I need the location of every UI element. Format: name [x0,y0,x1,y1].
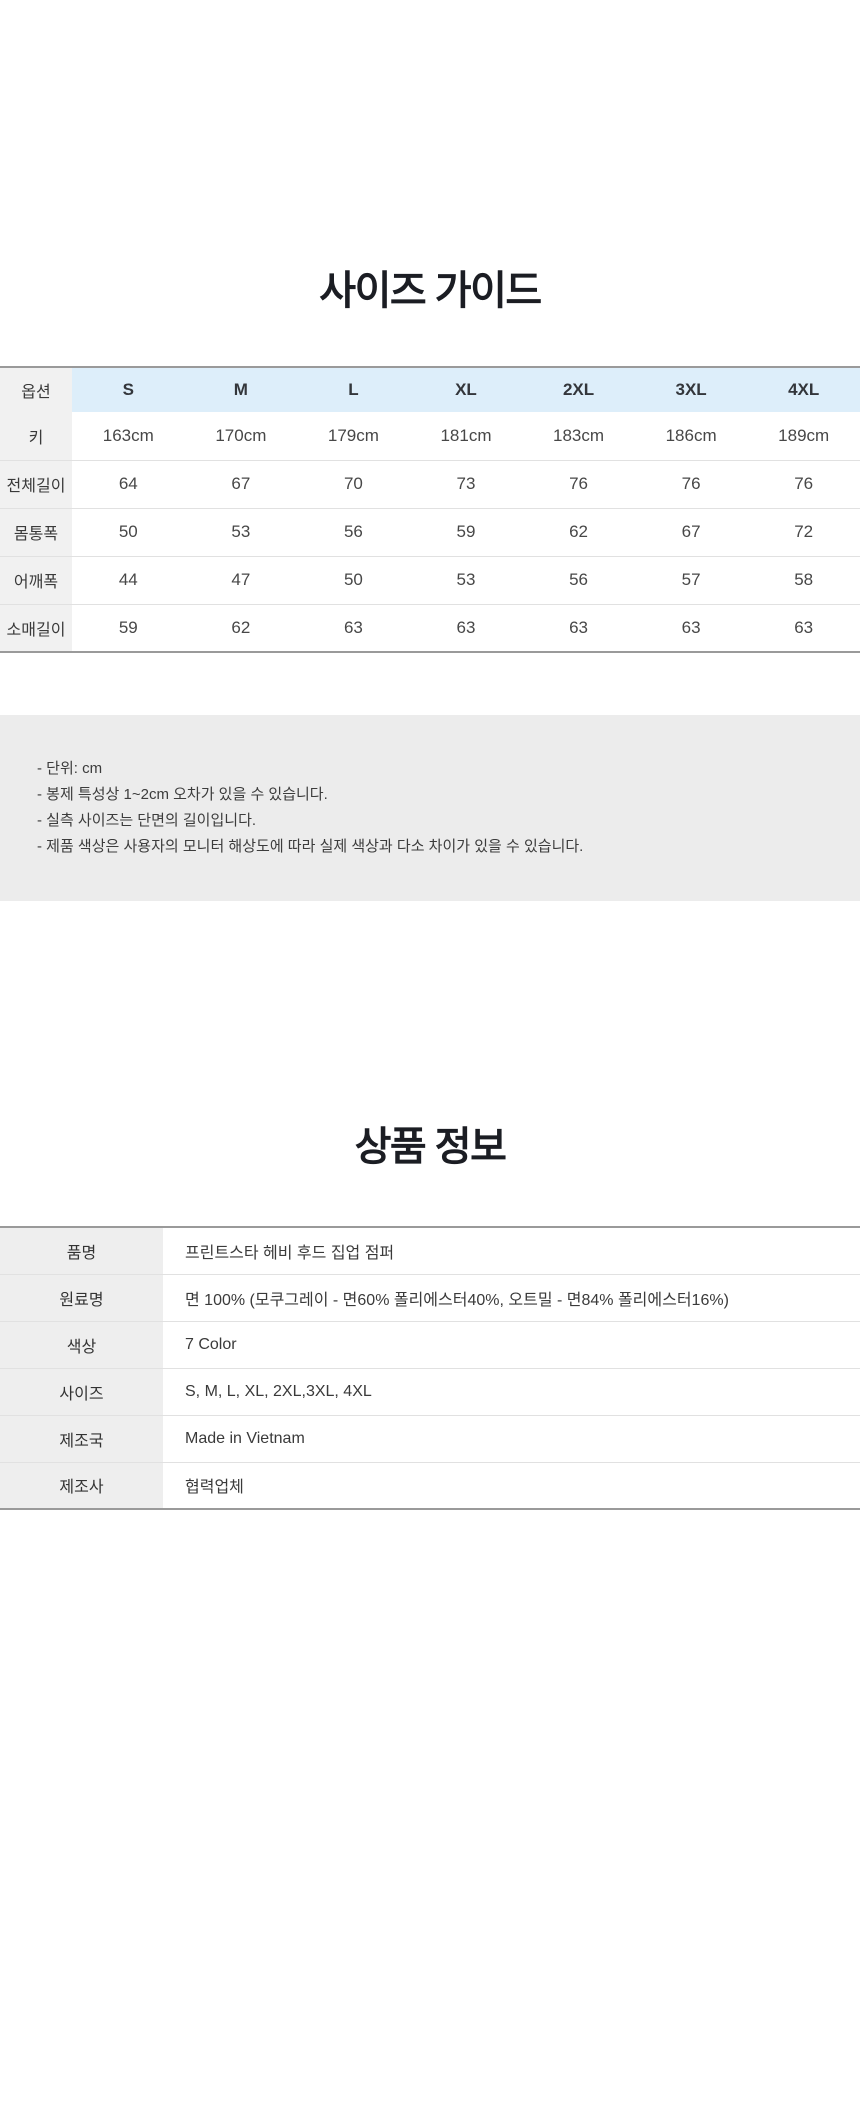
size-guide-note-line: - 봉제 특성상 1~2cm 오차가 있을 수 있습니다. [37,786,328,803]
size-value-cell: 62 [522,508,635,556]
size-table-row: 몸통폭 50 53 56 59 62 67 72 [0,508,860,556]
size-row-label-cell: 몸통폭 [0,508,72,556]
product-info-table: 품명 프린트스타 헤비 후드 집업 점퍼 원료명 면 100% (모쿠그레이 - 면6… [0,1226,860,1510]
size-guide-note-line: - 제품 색상은 사용자의 모니터 해상도에 따라 실제 색상과 다소 차이가 … [37,838,584,855]
size-guide-note-line: - 실측 사이즈는 단면의 길이입니다. [37,812,257,829]
product-info-row: 제조사 협력업체 [0,1462,860,1509]
product-info-value-cell: Made in Vietnam [163,1415,860,1462]
size-table-row: 키 163cm 170cm 179cm 181cm 183cm 186cm 189cm [0,412,860,460]
size-value-cell: 56 [522,556,635,604]
size-row-label-cell: 어깨폭 [0,556,72,604]
size-value-cell: 76 [747,460,860,508]
product-info-row: 품명 프린트스타 헤비 후드 집업 점퍼 [0,1227,860,1274]
size-value-cell: 63 [297,604,410,652]
size-value-cell: 181cm [409,412,523,460]
info-table-body: 품명 프린트스타 헤비 후드 집업 점퍼 원료명 면 100% (모쿠그레이 - 면6… [0,1227,860,1509]
product-info-row: 제조국 Made in Vietnam [0,1415,860,1462]
size-header-cell: S [122,380,134,399]
size-value-cell: 63 [634,604,748,652]
product-info-label-cell: 제조사 [0,1462,163,1509]
size-value-cell: 163cm [72,412,185,460]
product-info-row: 색상 7 Color [0,1321,860,1368]
size-value-cell: 179cm [297,412,410,460]
size-value-cell: 62 [184,604,298,652]
size-value-cell: 58 [747,556,860,604]
size-row-label-cell: 소매길이 [0,604,72,652]
size-value-cell: 53 [409,556,523,604]
size-value-cell: 44 [72,556,185,604]
size-guide-title: 사이즈 가이드 [319,269,542,313]
size-guide-note-line: - 단위: cm [37,760,103,777]
size-value-cell: 70 [297,460,410,508]
product-info-value-cell: S, M, L, XL, 2XL,3XL, 4XL [163,1368,860,1415]
size-value-cell: 53 [184,508,298,556]
product-info-label-cell: 제조국 [0,1415,163,1462]
size-value-cell: 73 [409,460,523,508]
size-value-cell: 76 [634,460,748,508]
size-header-cell: XL [455,380,477,399]
product-info-label-cell: 색상 [0,1321,163,1368]
size-table-row: 어깨폭 44 47 50 53 56 57 58 [0,556,860,604]
size-value-cell: 76 [522,460,635,508]
size-header-cell: 2XL [562,380,595,399]
product-info-value-cell: 7 Color [163,1321,860,1368]
size-value-cell: 63 [747,604,860,652]
size-row-label-cell: 전체길이 [0,460,72,508]
size-table-body: 키 163cm 170cm 179cm 181cm 183cm 186cm 189cm 전체길이… [0,412,860,652]
size-value-cell: 64 [72,460,185,508]
product-info-row: 원료명 면 100% (모쿠그레이 - 면60% 폴리에스터40%, 오트밀 - … [0,1274,860,1321]
product-info-row: 사이즈 S, M, L, XL, 2XL,3XL, 4XL [0,1368,860,1415]
product-info-label-cell: 사이즈 [0,1368,163,1415]
size-row-label-cell: 키 [0,412,72,460]
product-info-value-cell: 프린트스타 헤비 후드 집업 점퍼 [163,1227,860,1274]
size-guide-notes: - 단위: cm - 봉제 특성상 1~2cm 오차가 있을 수 있습니다. - 실… [0,715,860,901]
size-value-cell: 63 [522,604,635,652]
product-info-value-cell: 면 100% (모쿠그레이 - 면60% 폴리에스터40%, 오트밀 - 면84… [163,1274,860,1321]
size-value-cell: 57 [634,556,748,604]
size-value-cell: 189cm [747,412,860,460]
size-value-cell: 47 [184,556,298,604]
product-detail-page: 사이즈 가이드 옵션 S M L XL 2XL 3XL 4XL 키 163cm 170cm 179c… [0,266,860,1510]
product-info-label-cell: 품명 [0,1227,163,1274]
size-value-cell: 72 [747,508,860,556]
product-info-title: 상품 정보 [354,1125,507,1169]
product-info-label-cell: 원료명 [0,1274,163,1321]
size-value-cell: 50 [297,556,410,604]
size-header-cell: 4XL [788,380,820,399]
size-table-row: 소매길이 59 62 63 63 63 63 63 [0,604,860,652]
size-value-cell: 183cm [522,412,635,460]
size-guide-table: 옵션 S M L XL 2XL 3XL 4XL 키 163cm 170cm 179cm 181cm 18… [0,366,860,653]
size-value-cell: 63 [409,604,523,652]
product-info-value-cell: 협력업체 [163,1462,860,1509]
size-table-header-row: 옵션 S M L XL 2XL 3XL 4XL [0,367,860,412]
size-option-header-cell: 옵션 [0,367,72,412]
size-value-cell: 59 [72,604,185,652]
size-value-cell: 59 [409,508,523,556]
size-value-cell: 67 [634,508,748,556]
size-value-cell: 186cm [634,412,748,460]
size-value-cell: 50 [72,508,185,556]
size-header-cell: L [348,380,359,399]
size-value-cell: 56 [297,508,410,556]
size-value-cell: 67 [184,460,298,508]
size-header-cell: M [233,380,248,399]
size-header-cell: 3XL [675,380,707,399]
size-value-cell: 170cm [184,412,298,460]
size-table-row: 전체길이 64 67 70 73 76 76 76 [0,460,860,508]
